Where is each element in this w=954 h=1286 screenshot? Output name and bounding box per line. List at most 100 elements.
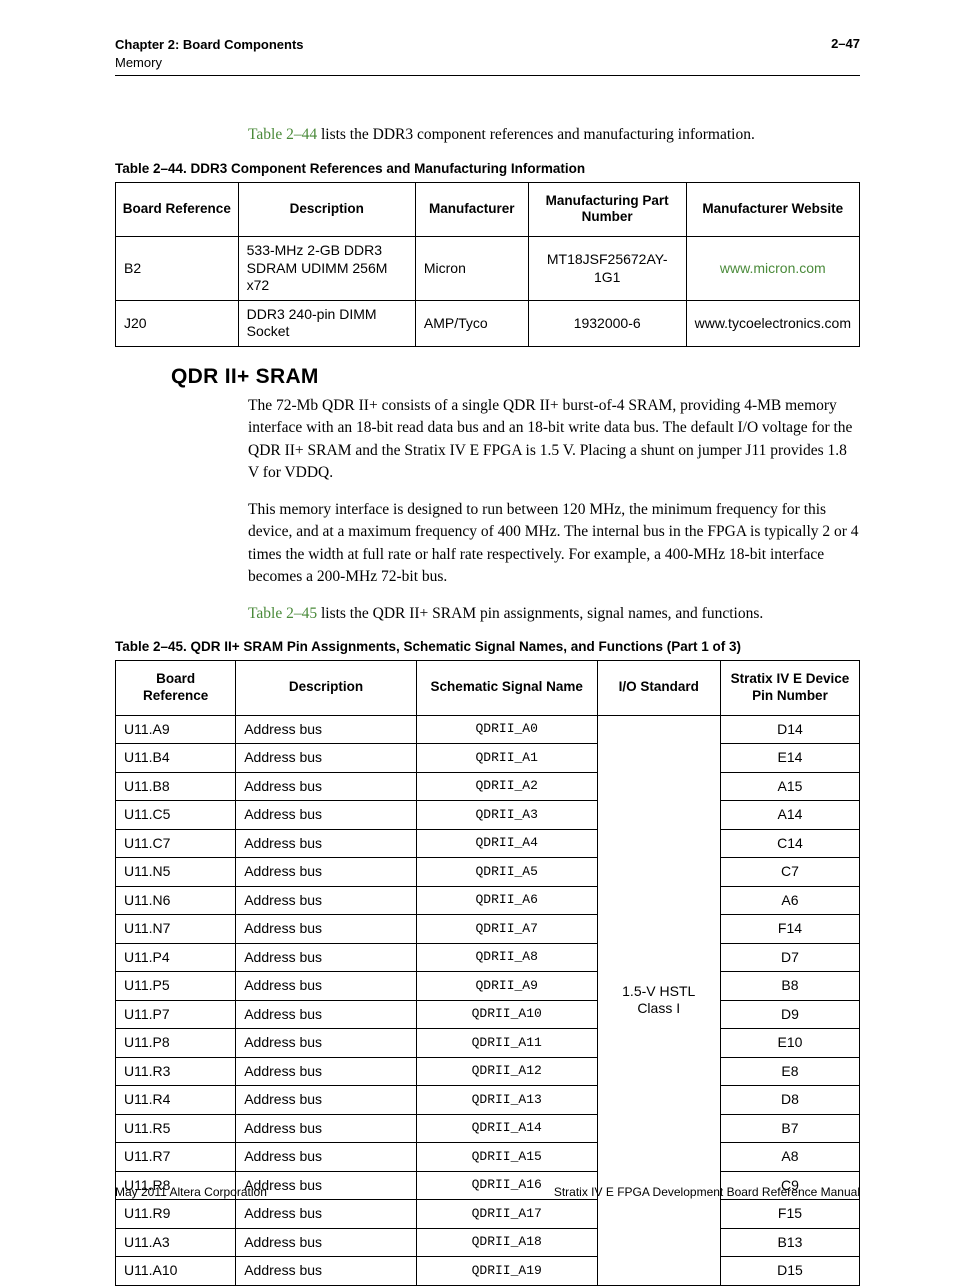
col-description: Description: [236, 661, 417, 716]
cell-board-ref: U11.P5: [116, 972, 236, 1001]
table-2-45-header-row: Board Reference Description Schematic Si…: [116, 661, 860, 716]
table-2-44-caption: Table 2–44. DDR3 Component References an…: [115, 161, 860, 176]
cell-signal-name: QDRII_A1: [416, 744, 597, 773]
cell-description: Address bus: [236, 1057, 417, 1086]
cell-website: www.micron.com: [686, 237, 859, 301]
cell-board-ref: U11.P4: [116, 943, 236, 972]
paragraph-2: This memory interface is designed to run…: [248, 499, 860, 589]
cell-manufacturer: Micron: [415, 237, 528, 301]
cell-pin-number: B7: [720, 1114, 859, 1143]
cell-pin-number: D14: [720, 715, 859, 744]
chapter-title: Chapter 2: Board Components: [115, 37, 304, 52]
cell-board-ref: U11.R5: [116, 1114, 236, 1143]
table-row: U11.C5Address busQDRII_A3A14: [116, 801, 860, 830]
cell-io-standard: 1.5-V HSTL Class I: [597, 715, 720, 1285]
intro-rest: lists the DDR3 component references and …: [317, 126, 755, 143]
cell-board-ref: U11.N6: [116, 886, 236, 915]
cell-pin-number: A14: [720, 801, 859, 830]
page-footer: May 2011 Altera Corporation Stratix IV E…: [115, 1185, 860, 1199]
cell-board-ref: J20: [116, 300, 239, 346]
col-mfr: Manufacturer: [415, 182, 528, 237]
cell-description: Address bus: [236, 1086, 417, 1115]
paragraph-1: The 72-Mb QDR II+ consists of a single Q…: [248, 395, 860, 485]
cell-signal-name: QDRII_A15: [416, 1143, 597, 1172]
cell-description: Address bus: [236, 1200, 417, 1229]
cell-pin-number: C7: [720, 858, 859, 887]
col-signal: Schematic Signal Name: [416, 661, 597, 716]
paragraph-3-rest: lists the QDR II+ SRAM pin assignments, …: [317, 605, 763, 622]
footer-right: Stratix IV E FPGA Development Board Refe…: [554, 1185, 860, 1199]
cell-signal-name: QDRII_A6: [416, 886, 597, 915]
col-pin: Stratix IV E Device Pin Number: [720, 661, 859, 716]
table-row: U11.A3Address busQDRII_A18B13: [116, 1228, 860, 1257]
cell-pin-number: E14: [720, 744, 859, 773]
table-2-44-header-row: Board Reference Description Manufacturer…: [116, 182, 860, 237]
cell-pin-number: F15: [720, 1200, 859, 1229]
cell-pin-number: E10: [720, 1029, 859, 1058]
col-board-ref: Board Reference: [116, 661, 236, 716]
table-row: B2533-MHz 2-GB DDR3 SDRAM UDIMM 256M x72…: [116, 237, 860, 301]
table-row: U11.N5Address busQDRII_A5 C7: [116, 858, 860, 887]
cell-signal-name: QDRII_A0: [416, 715, 597, 744]
cell-manufacturer: AMP/Tyco: [415, 300, 528, 346]
table-row: U11.N7Address busQDRII_A7F14: [116, 915, 860, 944]
paragraph-3: Table 2–45 lists the QDR II+ SRAM pin as…: [248, 603, 860, 625]
table-row: U11.R4Address busQDRII_A13D8: [116, 1086, 860, 1115]
cell-pin-number: D7: [720, 943, 859, 972]
cell-description: 533-MHz 2-GB DDR3 SDRAM UDIMM 256M x72: [238, 237, 415, 301]
cell-description: Address bus: [236, 772, 417, 801]
cell-signal-name: QDRII_A19: [416, 1257, 597, 1286]
table-row: U11.R9Address busQDRII_A17 F15: [116, 1200, 860, 1229]
cell-description: Address bus: [236, 801, 417, 830]
table-2-44: Board Reference Description Manufacturer…: [115, 182, 860, 347]
table-row: U11.R7Address busQDRII_A15A8: [116, 1143, 860, 1172]
cell-signal-name: QDRII_A5: [416, 858, 597, 887]
cell-board-ref: U11.R7: [116, 1143, 236, 1172]
cell-pin-number: A6: [720, 886, 859, 915]
cell-description: Address bus: [236, 1143, 417, 1172]
table-2-45-link[interactable]: Table 2–45: [248, 605, 317, 622]
cell-pin-number: D8: [720, 1086, 859, 1115]
cell-part-number: MT18JSF25672AY-1G1: [528, 237, 686, 301]
table-row: U11.A9Address busQDRII_A01.5-V HSTL Clas…: [116, 715, 860, 744]
cell-signal-name: QDRII_A10: [416, 1000, 597, 1029]
cell-description: Address bus: [236, 858, 417, 887]
cell-pin-number: E8: [720, 1057, 859, 1086]
cell-board-ref: U11.R4: [116, 1086, 236, 1115]
cell-signal-name: QDRII_A3: [416, 801, 597, 830]
cell-description: Address bus: [236, 1029, 417, 1058]
manufacturer-website-link[interactable]: www.micron.com: [720, 260, 826, 276]
table-row: J20DDR3 240-pin DIMM SocketAMP/Tyco19320…: [116, 300, 860, 346]
col-website: Manufacturer Website: [686, 182, 859, 237]
cell-board-ref: B2: [116, 237, 239, 301]
cell-signal-name: QDRII_A2: [416, 772, 597, 801]
table-row: U11.R3Address busQDRII_A12E8: [116, 1057, 860, 1086]
cell-board-ref: U11.N7: [116, 915, 236, 944]
table-row: U11.P5Address busQDRII_A9B8: [116, 972, 860, 1001]
page-number: 2–47: [831, 36, 860, 51]
table-row: U11.P8Address busQDRII_A11E10: [116, 1029, 860, 1058]
table-row: U11.B8Address busQDRII_A2A15: [116, 772, 860, 801]
cell-description: Address bus: [236, 972, 417, 1001]
cell-board-ref: U11.C7: [116, 829, 236, 858]
table-2-44-link[interactable]: Table 2–44: [248, 126, 317, 143]
cell-description: Address bus: [236, 744, 417, 773]
cell-board-ref: U11.R3: [116, 1057, 236, 1086]
cell-description: Address bus: [236, 1228, 417, 1257]
table-row: U11.P7Address busQDRII_A10D9: [116, 1000, 860, 1029]
col-part: Manufacturing Part Number: [528, 182, 686, 237]
cell-board-ref: U11.A9: [116, 715, 236, 744]
cell-pin-number: D9: [720, 1000, 859, 1029]
cell-board-ref: U11.N5: [116, 858, 236, 887]
header-left: Chapter 2: Board Components Memory: [115, 36, 304, 71]
cell-pin-number: F14: [720, 915, 859, 944]
cell-signal-name: QDRII_A17: [416, 1200, 597, 1229]
header-subtitle: Memory: [115, 55, 162, 70]
cell-board-ref: U11.R9: [116, 1200, 236, 1229]
cell-description: Address bus: [236, 715, 417, 744]
table-row: U11.C7Address busQDRII_A4C14: [116, 829, 860, 858]
cell-pin-number: C14: [720, 829, 859, 858]
intro-paragraph: Table 2–44 lists the DDR3 component refe…: [248, 124, 860, 146]
col-description: Description: [238, 182, 415, 237]
table-row: U11.B4Address busQDRII_A1E14: [116, 744, 860, 773]
